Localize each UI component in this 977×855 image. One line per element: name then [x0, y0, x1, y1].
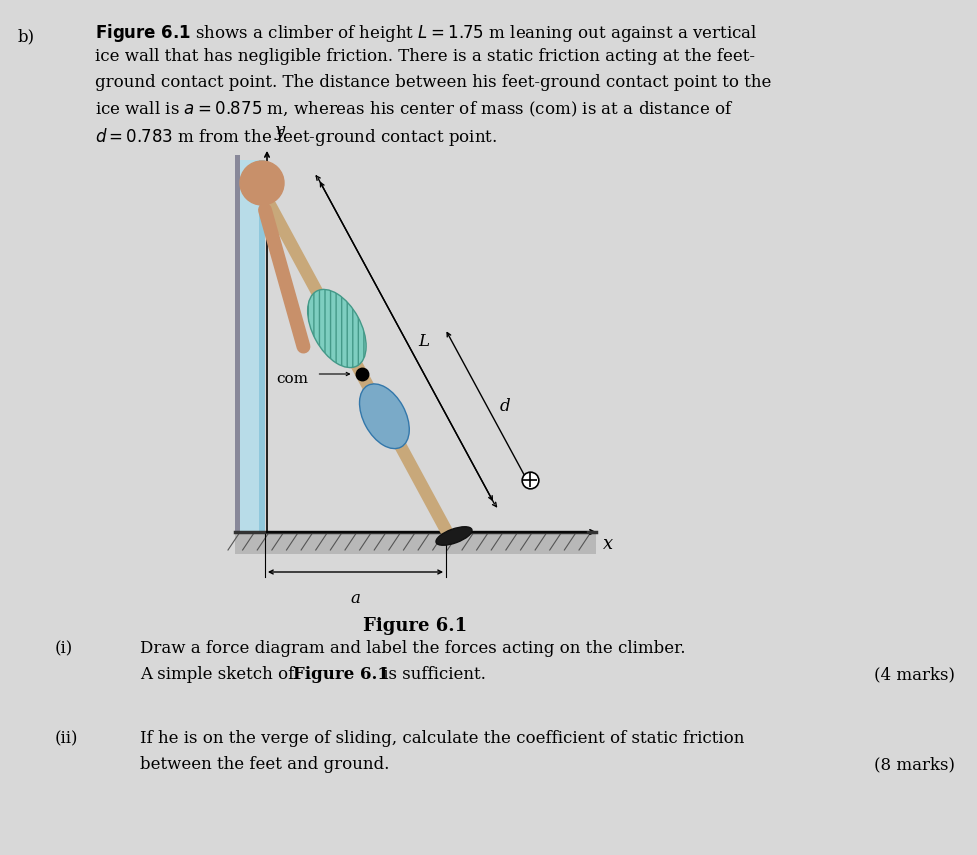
Text: Figure 6.1: Figure 6.1 [293, 666, 389, 683]
Text: (4 marks): (4 marks) [874, 666, 955, 683]
Ellipse shape [308, 290, 366, 368]
Text: x: x [603, 535, 614, 553]
Text: a: a [351, 590, 361, 607]
Text: (i): (i) [55, 640, 73, 657]
Text: Figure 6.1: Figure 6.1 [363, 617, 468, 635]
Text: (8 marks): (8 marks) [874, 756, 955, 773]
Bar [235, 155, 240, 532]
Ellipse shape [436, 527, 472, 545]
Text: $\mathbf{Figure\ 6.1}$ shows a climber of height $L=1.75$ m leaning out against : $\mathbf{Figure\ 6.1}$ shows a climber o… [95, 22, 757, 44]
Text: L: L [418, 333, 429, 350]
Bar [235, 532, 596, 554]
Bar [240, 160, 265, 532]
Text: ice wall that has negligible friction. There is a static friction acting at the : ice wall that has negligible friction. T… [95, 48, 755, 65]
Text: b): b) [18, 28, 35, 45]
Text: y: y [275, 122, 285, 140]
Text: d: d [499, 398, 510, 416]
Circle shape [240, 161, 284, 205]
Text: If he is on the verge of sliding, calculate the coefficient of static friction: If he is on the verge of sliding, calcul… [140, 730, 744, 747]
Text: Draw a force diagram and label the forces acting on the climber.: Draw a force diagram and label the force… [140, 640, 686, 657]
Text: $d=0.783$ m from the feet-ground contact point.: $d=0.783$ m from the feet-ground contact… [95, 126, 497, 148]
Text: between the feet and ground.: between the feet and ground. [140, 756, 390, 773]
Ellipse shape [360, 384, 409, 449]
Text: (ii): (ii) [55, 730, 78, 747]
Bar [259, 160, 265, 532]
Text: is sufficient.: is sufficient. [378, 666, 486, 683]
Text: ice wall is $a=0.875$ m, whereas his center of mass (com) is at a distance of: ice wall is $a=0.875$ m, whereas his cen… [95, 100, 734, 119]
Text: ground contact point. The distance between his feet-ground contact point to the: ground contact point. The distance betwe… [95, 74, 772, 91]
Text: A simple sketch of: A simple sketch of [140, 666, 300, 683]
Text: com: com [276, 372, 309, 386]
